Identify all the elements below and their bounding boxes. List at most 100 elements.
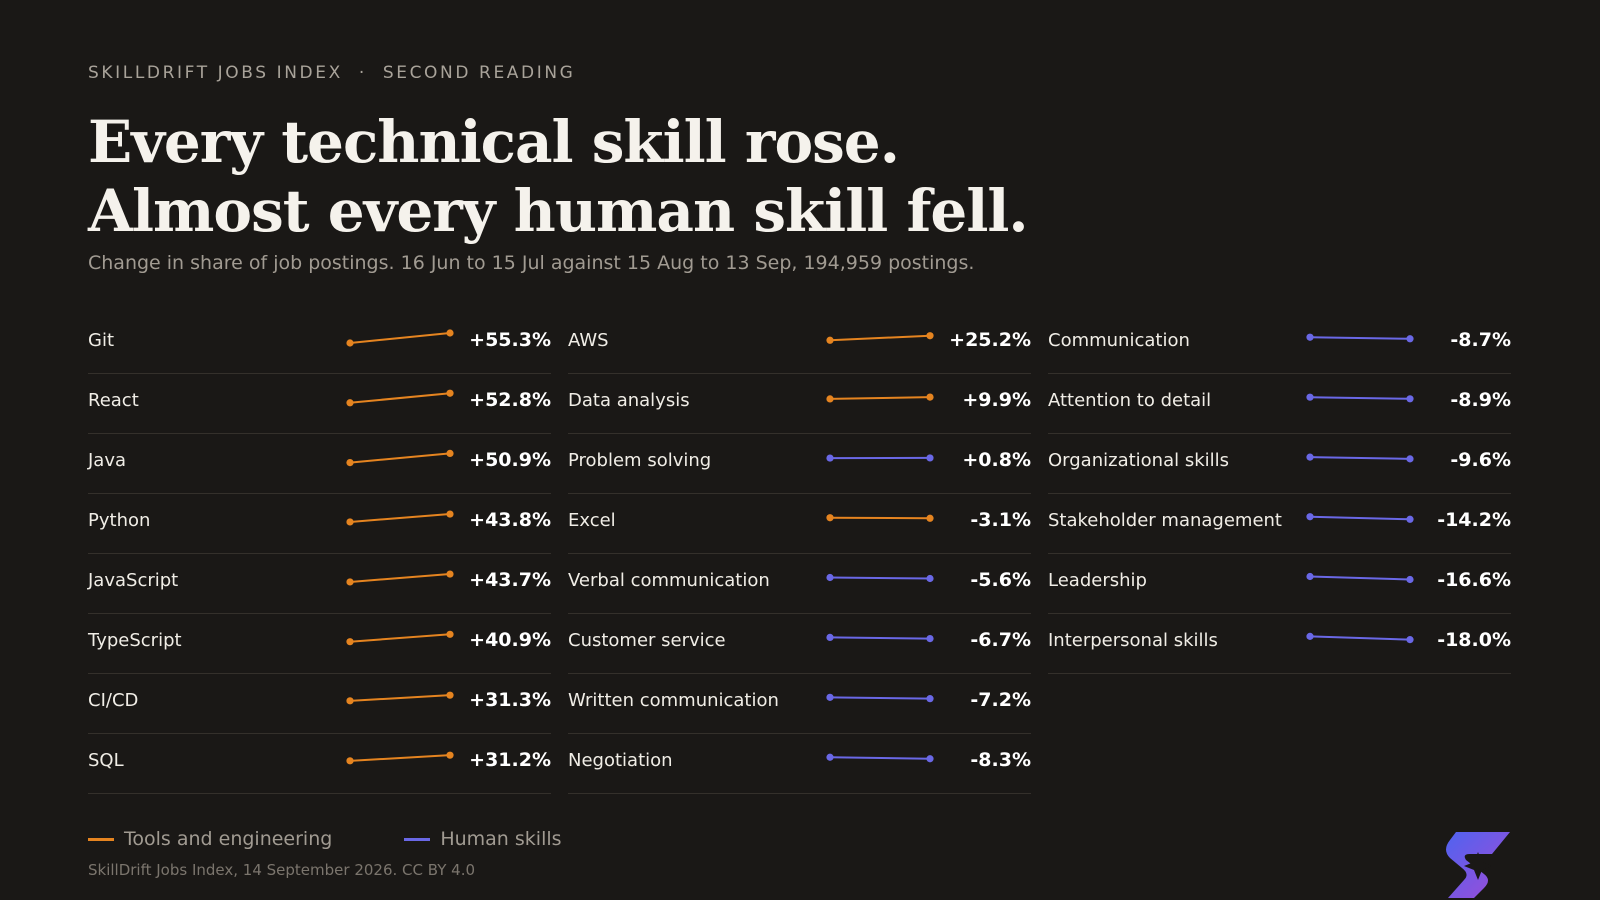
sparkline-start-point — [826, 633, 834, 641]
skill-sparkline — [346, 630, 454, 646]
headline-line-1: Every technical skill rose. — [88, 108, 900, 176]
skill-change-value: +31.3% — [469, 689, 551, 711]
sparkline-path — [1309, 635, 1411, 641]
skill-row: CI/CD +31.3% — [88, 674, 551, 734]
sparkline-path — [829, 396, 931, 400]
skill-name: Stakeholder management — [1048, 510, 1282, 531]
skill-sparkline — [1306, 572, 1414, 584]
skill-change-value: -3.1% — [970, 509, 1031, 531]
sparkline-path — [1309, 456, 1411, 460]
chart-subtitle: Change in share of job postings. 16 Jun … — [88, 252, 975, 274]
sparkline-path — [349, 392, 451, 404]
sparkline-start-point — [346, 757, 354, 765]
sparkline-path — [829, 516, 931, 520]
skill-change-value: +0.8% — [962, 449, 1031, 471]
sparkline-start-point — [346, 518, 354, 526]
skill-row: Problem solving +0.8% — [568, 434, 1031, 494]
skill-sparkline — [826, 693, 934, 703]
skill-name: Git — [88, 330, 115, 351]
eyebrow: SKILLDRIFT JOBS INDEX · SECOND READING — [88, 63, 575, 83]
sparkline-end-point — [926, 755, 934, 763]
eyebrow-publication: SKILLDRIFT JOBS INDEX — [88, 63, 343, 83]
skill-change-value: -9.6% — [1450, 449, 1511, 471]
sparkline-end-point — [926, 695, 934, 703]
sparkline-path — [349, 573, 451, 583]
sparkline-start-point — [826, 514, 834, 522]
skill-row: Leadership -16.6% — [1048, 554, 1511, 614]
sparkline-start-point — [1306, 333, 1314, 341]
skill-name: Verbal communication — [568, 570, 770, 591]
skill-name: CI/CD — [88, 690, 139, 711]
sparkline-start-point — [346, 697, 354, 705]
skill-change-value: -8.3% — [970, 749, 1031, 771]
skill-sparkline — [346, 751, 454, 765]
skill-row: Excel -3.1% — [568, 494, 1031, 554]
skill-change-value: +31.2% — [469, 749, 551, 771]
skill-change-value: -7.2% — [970, 689, 1031, 711]
sparkline-start-point — [1306, 572, 1314, 581]
sparkline-start-point — [1306, 513, 1314, 521]
skill-row: Java +50.9% — [88, 434, 551, 494]
skill-sparkline — [826, 393, 934, 403]
sparkline-start-point — [826, 454, 834, 462]
sparkline-start-point — [826, 753, 834, 761]
skill-change-value: +55.3% — [469, 329, 551, 351]
skill-sparkline — [1306, 333, 1414, 343]
sparkline-end-point — [926, 635, 934, 643]
sparkline-path — [349, 694, 451, 702]
skill-sparkline — [826, 573, 934, 583]
sparkline-path — [349, 332, 451, 344]
skill-name: Organizational skills — [1048, 450, 1230, 471]
sparkline-path — [1309, 575, 1411, 581]
skill-name: Data analysis — [568, 390, 690, 411]
skill-row: Git +55.3% — [88, 314, 551, 374]
sparkline-path — [349, 633, 451, 643]
sparkline-end-point — [926, 332, 934, 340]
sparkline-path — [349, 754, 451, 762]
sparkline-start-point — [346, 638, 354, 646]
skill-row: Stakeholder management -14.2% — [1048, 494, 1511, 554]
sparkline-end-point — [446, 751, 454, 759]
skill-change-value: +43.7% — [469, 569, 551, 591]
legend-label-human: Human skills — [440, 828, 562, 850]
headline-line-2: Almost every human skill fell. — [88, 177, 1029, 245]
skill-row: TypeScript +40.9% — [88, 614, 551, 674]
skill-change-value: +25.2% — [949, 329, 1031, 351]
sparkline-path — [1309, 396, 1411, 400]
skill-change-value: -8.9% — [1450, 389, 1511, 411]
footer-credit: SkillDrift Jobs Index, 14 September 2026… — [88, 861, 476, 879]
sparkline-end-point — [1406, 455, 1414, 463]
sparkline-end-point — [446, 510, 454, 518]
skill-sparkline — [826, 332, 934, 344]
sparkline-end-point — [446, 449, 454, 457]
skill-name: Python — [88, 510, 151, 531]
sparkline-end-point — [1406, 515, 1414, 523]
skill-name: React — [88, 390, 139, 411]
skill-change-value: -5.6% — [970, 569, 1031, 591]
skill-row: SQL +31.2% — [88, 734, 551, 794]
sparkline-end-point — [446, 691, 454, 699]
skill-name: AWS — [568, 330, 609, 351]
skill-name: Communication — [1048, 330, 1190, 351]
eyebrow-edition: SECOND READING — [382, 63, 576, 83]
skill-sparkline — [826, 454, 934, 462]
skill-change-value: +43.8% — [469, 509, 551, 531]
sparkline-start-point — [826, 395, 834, 403]
sparkline-path — [1309, 515, 1411, 521]
skill-row: Verbal communication -5.6% — [568, 554, 1031, 614]
skill-name: Attention to detail — [1048, 390, 1212, 411]
skill-name: Java — [88, 450, 127, 471]
skill-change-value: -16.6% — [1437, 569, 1511, 591]
sparkline-start-point — [346, 399, 354, 407]
skill-change-value: -8.7% — [1450, 329, 1511, 351]
skill-row: Organizational skills -9.6% — [1048, 434, 1511, 494]
sparkline-end-point — [446, 570, 454, 578]
legend-item-human: Human skills — [404, 828, 562, 850]
skill-change-value: +9.9% — [962, 389, 1031, 411]
sparkline-start-point — [826, 573, 834, 582]
skill-name: Written communication — [568, 690, 779, 711]
skill-sparkline — [346, 510, 454, 526]
skill-name: Excel — [568, 510, 616, 531]
skill-sparkline — [346, 691, 454, 705]
skill-row: AWS +25.2% — [568, 314, 1031, 374]
